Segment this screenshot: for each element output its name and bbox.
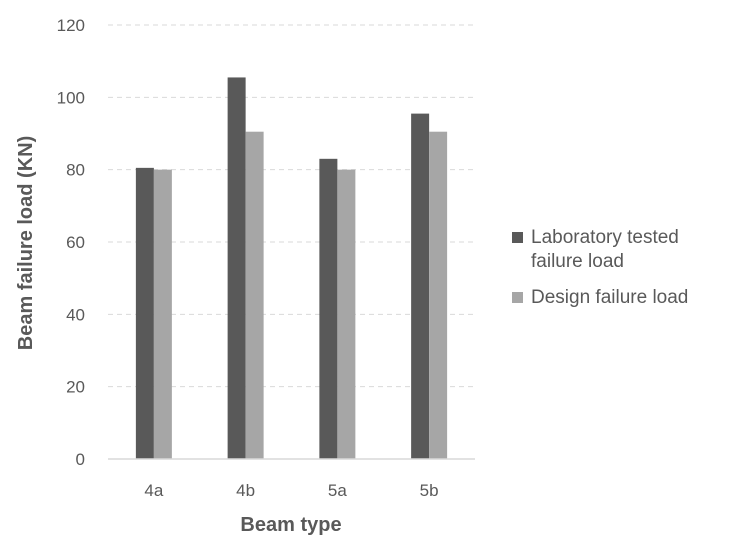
legend-label-design: Design failure load [531, 287, 689, 308]
legend-item-lab: Laboratory tested failure load [512, 226, 730, 274]
x-axis-title: Beam type [240, 514, 341, 536]
x-tick-labels: 4a 4b 5a 5b [144, 481, 438, 500]
y-tick-labels: 0 20 40 60 80 100 120 [57, 16, 85, 469]
bar-4a-series-1 [153, 169, 172, 459]
legend-swatch-lab [512, 232, 523, 243]
bars [135, 77, 448, 460]
x-tick-label: 4b [236, 481, 255, 500]
legend-item-design: Design failure load [512, 286, 730, 310]
bar-5b-series-1 [429, 131, 448, 460]
bar-5a-series-1 [337, 169, 356, 459]
y-tick-label: 120 [57, 16, 85, 35]
gridlines [108, 24, 475, 388]
legend-swatch-design [512, 292, 523, 303]
bar-5a-series-0 [319, 158, 338, 460]
x-tick-label: 5a [328, 481, 347, 500]
y-tick-label: 0 [76, 450, 85, 469]
bar-4a-series-0 [135, 167, 154, 459]
x-tick-label: 4a [144, 481, 163, 500]
x-tick-label: 5b [420, 481, 439, 500]
y-tick-label: 60 [66, 233, 85, 252]
y-tick-label: 40 [66, 305, 85, 324]
y-tick-label: 20 [66, 378, 85, 397]
legend-label-lab: Laboratory tested failure load [531, 227, 679, 272]
y-tick-label: 80 [66, 161, 85, 180]
bar-4b-series-1 [245, 131, 264, 460]
legend: Laboratory tested failure load Design fa… [512, 226, 730, 322]
bar-4b-series-0 [227, 77, 246, 460]
y-tick-label: 100 [57, 88, 85, 107]
y-axis-title: Beam failure load (KN) [15, 136, 37, 350]
bar-5b-series-0 [411, 113, 430, 459]
